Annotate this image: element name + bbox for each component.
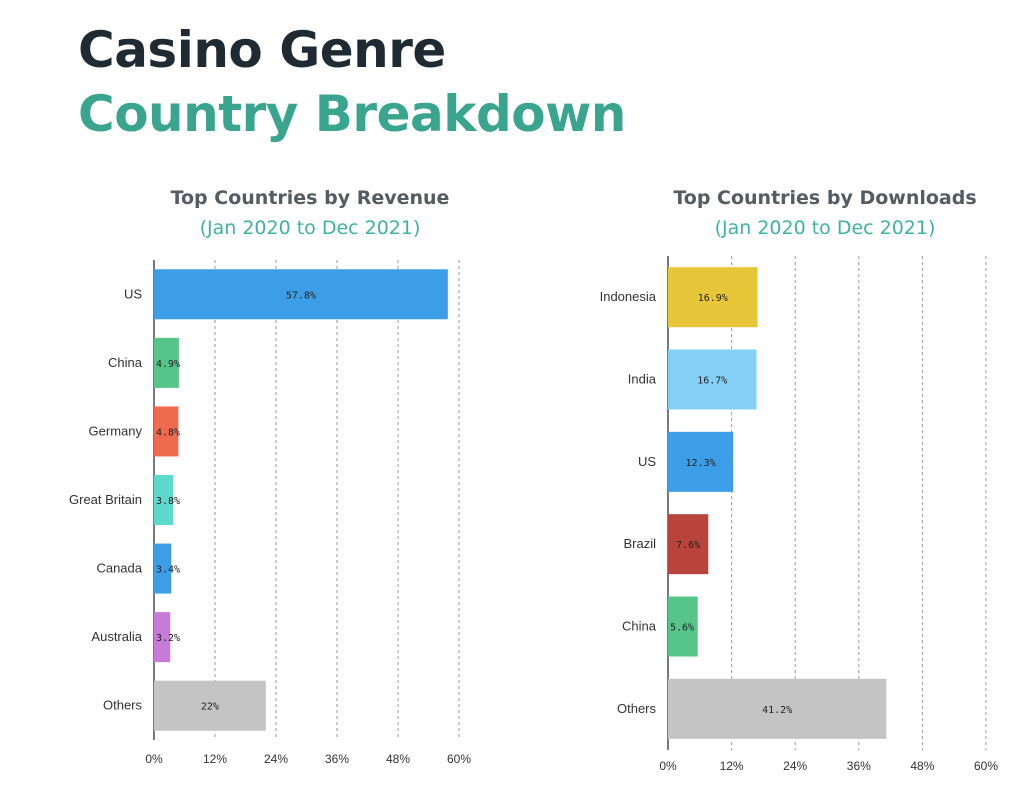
downloads-value-label: 16.9% xyxy=(698,293,728,304)
downloads-value-label: 12.3% xyxy=(686,458,716,469)
revenue-value-label: 3.4% xyxy=(156,565,180,576)
downloads-chart-heading: Top Countries by Downloads (Jan 2020 to … xyxy=(660,184,990,244)
revenue-bar-great-britain xyxy=(154,475,174,525)
revenue-chart-subtitle: (Jan 2020 to Dec 2021) xyxy=(199,217,421,239)
revenue-x-tick-label: 36% xyxy=(325,752,349,766)
revenue-category-label: Great Britain xyxy=(69,492,142,507)
revenue-category-label: Canada xyxy=(96,561,142,576)
downloads-bar-india xyxy=(668,349,757,410)
page-title: Casino Genre Country Breakdown xyxy=(78,18,626,146)
downloads-bar-china xyxy=(668,596,698,657)
downloads-value-label: 16.7% xyxy=(697,376,727,387)
revenue-bar-canada xyxy=(154,543,172,594)
downloads-chart-subtitle: (Jan 2020 to Dec 2021) xyxy=(714,217,936,239)
revenue-category-label: Others xyxy=(103,698,143,713)
revenue-value-label: 4.8% xyxy=(156,427,180,438)
downloads-bar-us xyxy=(668,431,734,492)
downloads-x-tick-label: 60% xyxy=(974,759,998,773)
revenue-bar-us xyxy=(154,269,448,320)
downloads-value-label: 7.6% xyxy=(676,540,700,551)
revenue-x-tick-label: 24% xyxy=(264,752,288,766)
title-line-casino-genre: Casino Genre xyxy=(78,21,446,79)
downloads-x-tick-label: 0% xyxy=(659,759,677,773)
revenue-bar-others xyxy=(154,680,266,731)
revenue-chart-title: Top Countries by Revenue xyxy=(170,187,450,209)
downloads-category-label: US xyxy=(638,454,656,469)
downloads-bar-others xyxy=(668,678,887,739)
revenue-value-label: 57.8% xyxy=(286,290,316,301)
revenue-value-label: 4.9% xyxy=(156,359,180,370)
revenue-value-label: 22% xyxy=(201,702,219,713)
downloads-value-label: 5.6% xyxy=(670,623,694,634)
revenue-category-label: US xyxy=(124,286,142,301)
revenue-value-label: 3.2% xyxy=(156,633,180,644)
revenue-x-tick-label: 0% xyxy=(145,752,163,766)
revenue-bar-germany xyxy=(154,406,179,457)
downloads-category-label: China xyxy=(622,619,657,634)
revenue-x-tick-label: 60% xyxy=(447,752,471,766)
downloads-value-label: 41.2% xyxy=(762,705,792,716)
revenue-bar-australia xyxy=(154,612,171,663)
revenue-category-label: China xyxy=(108,355,143,370)
revenue-category-label: Australia xyxy=(91,629,142,644)
downloads-chart-title: Top Countries by Downloads xyxy=(673,187,977,209)
downloads-x-tick-label: 12% xyxy=(720,759,744,773)
title-line-country-breakdown: Country Breakdown xyxy=(78,85,626,143)
revenue-chart-heading: Top Countries by Revenue (Jan 2020 to De… xyxy=(150,184,470,244)
downloads-category-label: India xyxy=(628,372,657,387)
downloads-x-tick-label: 48% xyxy=(910,759,934,773)
downloads-category-label: Indonesia xyxy=(600,289,657,304)
revenue-value-label: 3.8% xyxy=(156,496,180,507)
downloads-category-label: Brazil xyxy=(623,536,656,551)
downloads-category-label: Others xyxy=(617,701,657,716)
revenue-bar-china xyxy=(154,337,179,388)
downloads-x-tick-label: 24% xyxy=(783,759,807,773)
revenue-x-tick-label: 12% xyxy=(203,752,227,766)
downloads-x-tick-label: 36% xyxy=(847,759,871,773)
downloads-bar-indonesia xyxy=(668,267,758,328)
revenue-x-tick-label: 48% xyxy=(386,752,410,766)
downloads-bar-brazil xyxy=(668,514,709,575)
revenue-category-label: Germany xyxy=(89,423,143,438)
